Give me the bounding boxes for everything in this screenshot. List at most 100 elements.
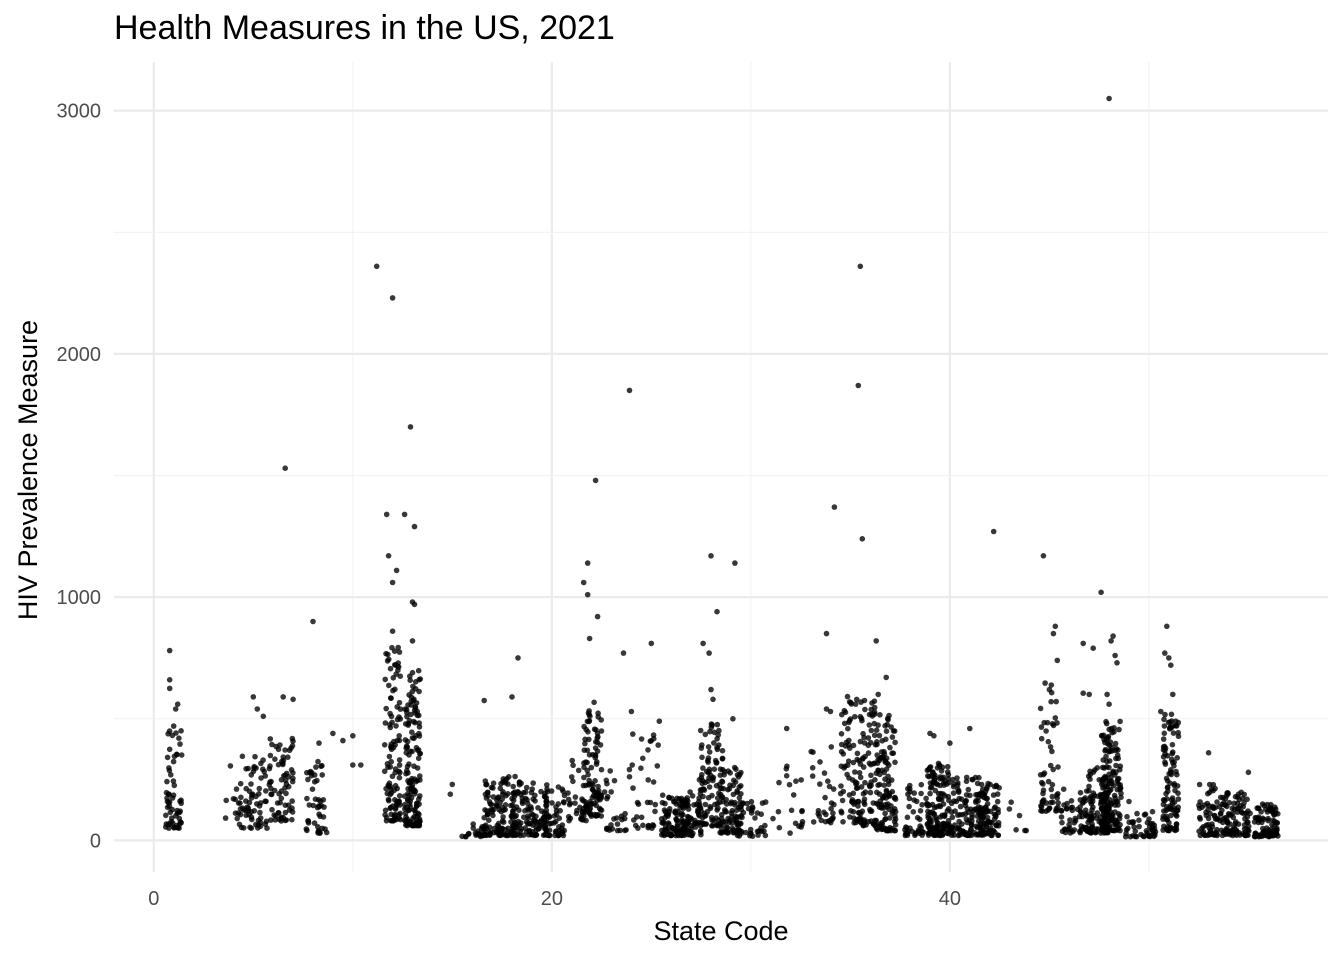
data-point — [698, 808, 704, 814]
data-point — [1038, 735, 1045, 742]
data-point — [232, 810, 239, 816]
data-point — [172, 706, 179, 712]
data-point — [689, 793, 696, 799]
data-point — [597, 796, 603, 803]
data-point — [736, 827, 742, 834]
data-point — [1047, 744, 1054, 750]
data-point — [1066, 821, 1072, 828]
data-point — [844, 771, 850, 778]
data-point — [384, 761, 391, 767]
data-point — [949, 824, 955, 831]
data-point — [848, 808, 854, 814]
data-point — [592, 745, 599, 751]
data-point — [392, 766, 399, 772]
data-point — [1098, 733, 1105, 739]
data-point — [1114, 798, 1121, 805]
data-point — [710, 817, 717, 823]
data-point — [869, 711, 875, 717]
data-point — [415, 755, 422, 762]
data-point — [411, 601, 418, 608]
data-point — [1087, 776, 1093, 782]
data-point — [722, 819, 729, 825]
data-point — [166, 746, 173, 753]
data-point — [984, 801, 991, 807]
data-point — [892, 759, 898, 766]
data-point — [957, 803, 964, 810]
data-point — [790, 792, 797, 798]
data-point — [222, 815, 229, 821]
data-point — [1234, 809, 1241, 815]
data-point — [168, 772, 174, 778]
data-point — [857, 713, 864, 720]
data-point — [518, 820, 524, 826]
data-point — [990, 528, 997, 535]
data-point — [280, 754, 287, 760]
data-point — [1067, 817, 1073, 823]
data-point — [1112, 740, 1119, 747]
data-point — [1168, 718, 1175, 724]
data-point — [408, 698, 415, 705]
data-point — [645, 747, 651, 753]
data-point — [659, 832, 665, 838]
data-point — [1108, 800, 1115, 807]
data-point — [738, 806, 744, 813]
data-point — [1008, 799, 1014, 805]
data-point — [711, 766, 718, 772]
data-point — [799, 818, 806, 825]
data-point — [591, 811, 598, 818]
data-point — [752, 815, 758, 821]
data-point — [1271, 818, 1278, 825]
data-point — [523, 784, 530, 791]
data-point — [530, 817, 537, 824]
data-point — [1054, 807, 1060, 814]
data-point — [1168, 806, 1174, 812]
data-point — [884, 804, 890, 810]
data-point — [394, 785, 401, 792]
data-point — [407, 803, 414, 810]
data-point — [323, 829, 330, 836]
data-point — [891, 818, 898, 825]
tick-labels: 0 20 40 0 1000 2000 3000 — [57, 101, 961, 910]
data-point — [1111, 772, 1118, 778]
data-point — [258, 760, 264, 767]
data-point — [581, 774, 587, 781]
data-point — [518, 780, 524, 787]
data-point — [290, 770, 296, 776]
data-point — [316, 740, 322, 746]
data-point — [167, 809, 174, 816]
data-point — [1050, 766, 1056, 773]
data-point — [385, 651, 391, 658]
data-point — [415, 667, 422, 674]
data-point — [1115, 811, 1122, 817]
data-point — [401, 511, 408, 518]
data-point — [275, 746, 282, 753]
data-point — [389, 628, 396, 634]
data-point — [1078, 823, 1084, 829]
data-point — [748, 798, 755, 805]
data-point — [1161, 730, 1168, 737]
data-point — [386, 797, 392, 804]
data-point — [1045, 738, 1052, 745]
data-point — [500, 819, 507, 825]
data-point — [1205, 815, 1212, 822]
data-point — [707, 803, 713, 810]
data-point — [248, 772, 255, 778]
data-point — [1016, 812, 1023, 819]
data-point — [882, 723, 888, 729]
data-point — [1077, 789, 1084, 796]
data-point — [754, 810, 761, 816]
data-point — [248, 781, 254, 787]
data-point — [871, 704, 878, 711]
data-point — [792, 820, 799, 827]
data-point — [406, 761, 412, 767]
data-point — [500, 831, 507, 838]
data-point — [821, 770, 828, 776]
data-point — [825, 778, 831, 784]
data-point — [515, 788, 521, 795]
data-point — [723, 809, 729, 815]
data-point — [738, 791, 744, 797]
data-point — [1105, 733, 1112, 740]
data-point — [638, 814, 645, 821]
data-point — [1100, 826, 1106, 833]
data-point — [1168, 812, 1174, 819]
